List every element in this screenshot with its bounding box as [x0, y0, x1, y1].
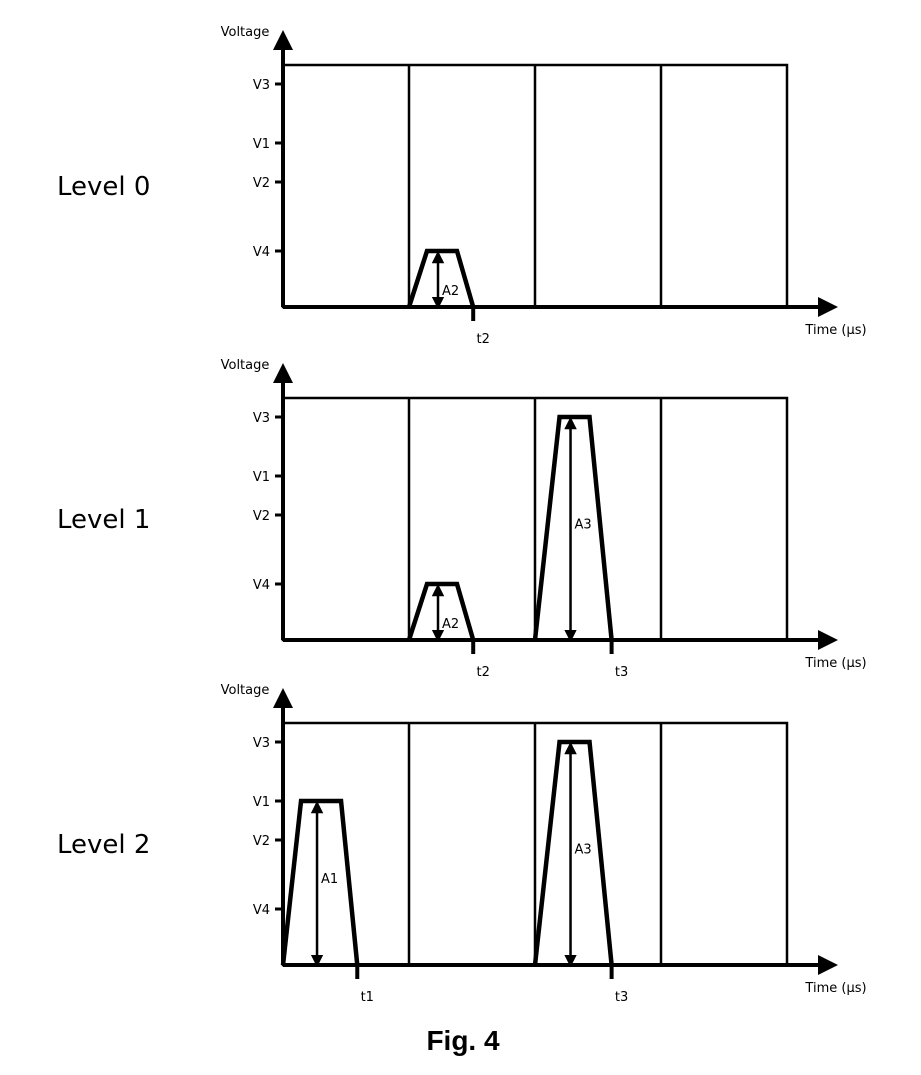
- voltage-tick-label: V1: [253, 795, 270, 810]
- x-axis-label: Time (µs): [804, 981, 866, 996]
- voltage-tick-label: V4: [253, 903, 270, 918]
- panel-level2: Level 2 Voltage Time (µs) V3 V1 V2 V4 A1 t1 A3 t3: [57, 683, 867, 1005]
- panel-label: Level 0: [57, 172, 150, 202]
- voltage-tick-label: V2: [253, 834, 270, 849]
- y-axis-label: Voltage: [221, 683, 270, 698]
- voltage-tick-label: V3: [253, 736, 270, 751]
- voltage-tick-label: V2: [253, 509, 270, 524]
- voltage-tick-label: V2: [253, 176, 270, 191]
- y-axis-label: Voltage: [221, 358, 270, 373]
- amplitude-label: A3: [575, 843, 592, 858]
- figure-caption: Fig. 4: [426, 1025, 500, 1056]
- time-marker-label: t2: [477, 665, 490, 680]
- voltage-tick-label: V4: [253, 245, 270, 260]
- panel-label: Level 2: [57, 830, 150, 860]
- panel-level0: Level 0 Voltage Time (µs) V3 V1 V2 V4 A2 t2: [57, 25, 867, 347]
- time-marker-label: t3: [615, 990, 628, 1005]
- amplitude-label: A3: [575, 518, 592, 533]
- time-marker-label: t2: [477, 332, 490, 347]
- panels: Level 0VoltageTime (µs)V3V1V2V4A2t2Level…: [57, 25, 867, 1005]
- x-axis-label: Time (µs): [804, 323, 866, 338]
- pulse-v3: [535, 742, 612, 965]
- time-marker-label: t1: [361, 990, 374, 1005]
- pulse-v3: [535, 417, 612, 640]
- voltage-tick-label: V1: [253, 470, 270, 485]
- amplitude-label: A1: [321, 872, 338, 887]
- amplitude-label: A2: [442, 284, 459, 299]
- amplitude-label: A2: [442, 617, 459, 632]
- panel-label: Level 1: [57, 505, 150, 535]
- y-axis-label: Voltage: [221, 25, 270, 40]
- time-marker-label: t3: [615, 665, 628, 680]
- voltage-tick-label: V1: [253, 137, 270, 152]
- voltage-tick-label: V4: [253, 578, 270, 593]
- voltage-tick-label: V3: [253, 78, 270, 93]
- x-axis-label: Time (µs): [804, 656, 866, 671]
- panel-level1: Level 1 Voltage Time (µs) V3 V1 V2 V4 A2 t2 A3 t3: [57, 358, 867, 680]
- voltage-tick-label: V3: [253, 411, 270, 426]
